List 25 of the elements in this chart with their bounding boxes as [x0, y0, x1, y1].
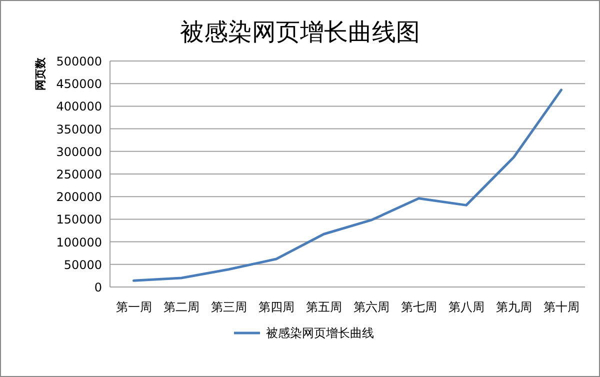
x-tick-label: 第二周: [163, 300, 200, 314]
x-tick-label: 第三周: [210, 300, 247, 314]
line-series: [132, 88, 562, 282]
y-axis-title: 网页数: [34, 56, 47, 90]
legend-label: 被感染网页增长曲线: [266, 326, 374, 340]
y-tick-label: 500000: [56, 54, 102, 68]
y-tick-label: 150000: [56, 212, 102, 227]
y-tick-label: 250000: [56, 168, 102, 182]
chart-title: 被感染网页增长曲线图: [180, 18, 420, 46]
y-tick-label: 350000: [56, 122, 102, 136]
x-tick-label: 第九周: [496, 300, 532, 314]
y-tick-label: 400000: [56, 100, 102, 114]
x-tick-label: 第四周: [258, 300, 294, 314]
y-tick-label: 100000: [56, 235, 102, 250]
y-tick-label: 300000: [56, 144, 102, 159]
y-tick-label: 450000: [56, 77, 102, 92]
x-tick-label: 第一周: [116, 300, 152, 314]
x-tick-label: 第十周: [543, 300, 580, 314]
y-tick-label: 0: [94, 280, 102, 294]
x-tick-label: 第六周: [353, 300, 390, 314]
x-tick-label: 第七周: [400, 300, 437, 314]
x-tick-label: 第八周: [448, 300, 484, 314]
y-tick-label: 50000: [64, 258, 102, 272]
x-tick-label: 第五周: [306, 300, 342, 314]
y-tick-label: 200000: [56, 190, 102, 204]
